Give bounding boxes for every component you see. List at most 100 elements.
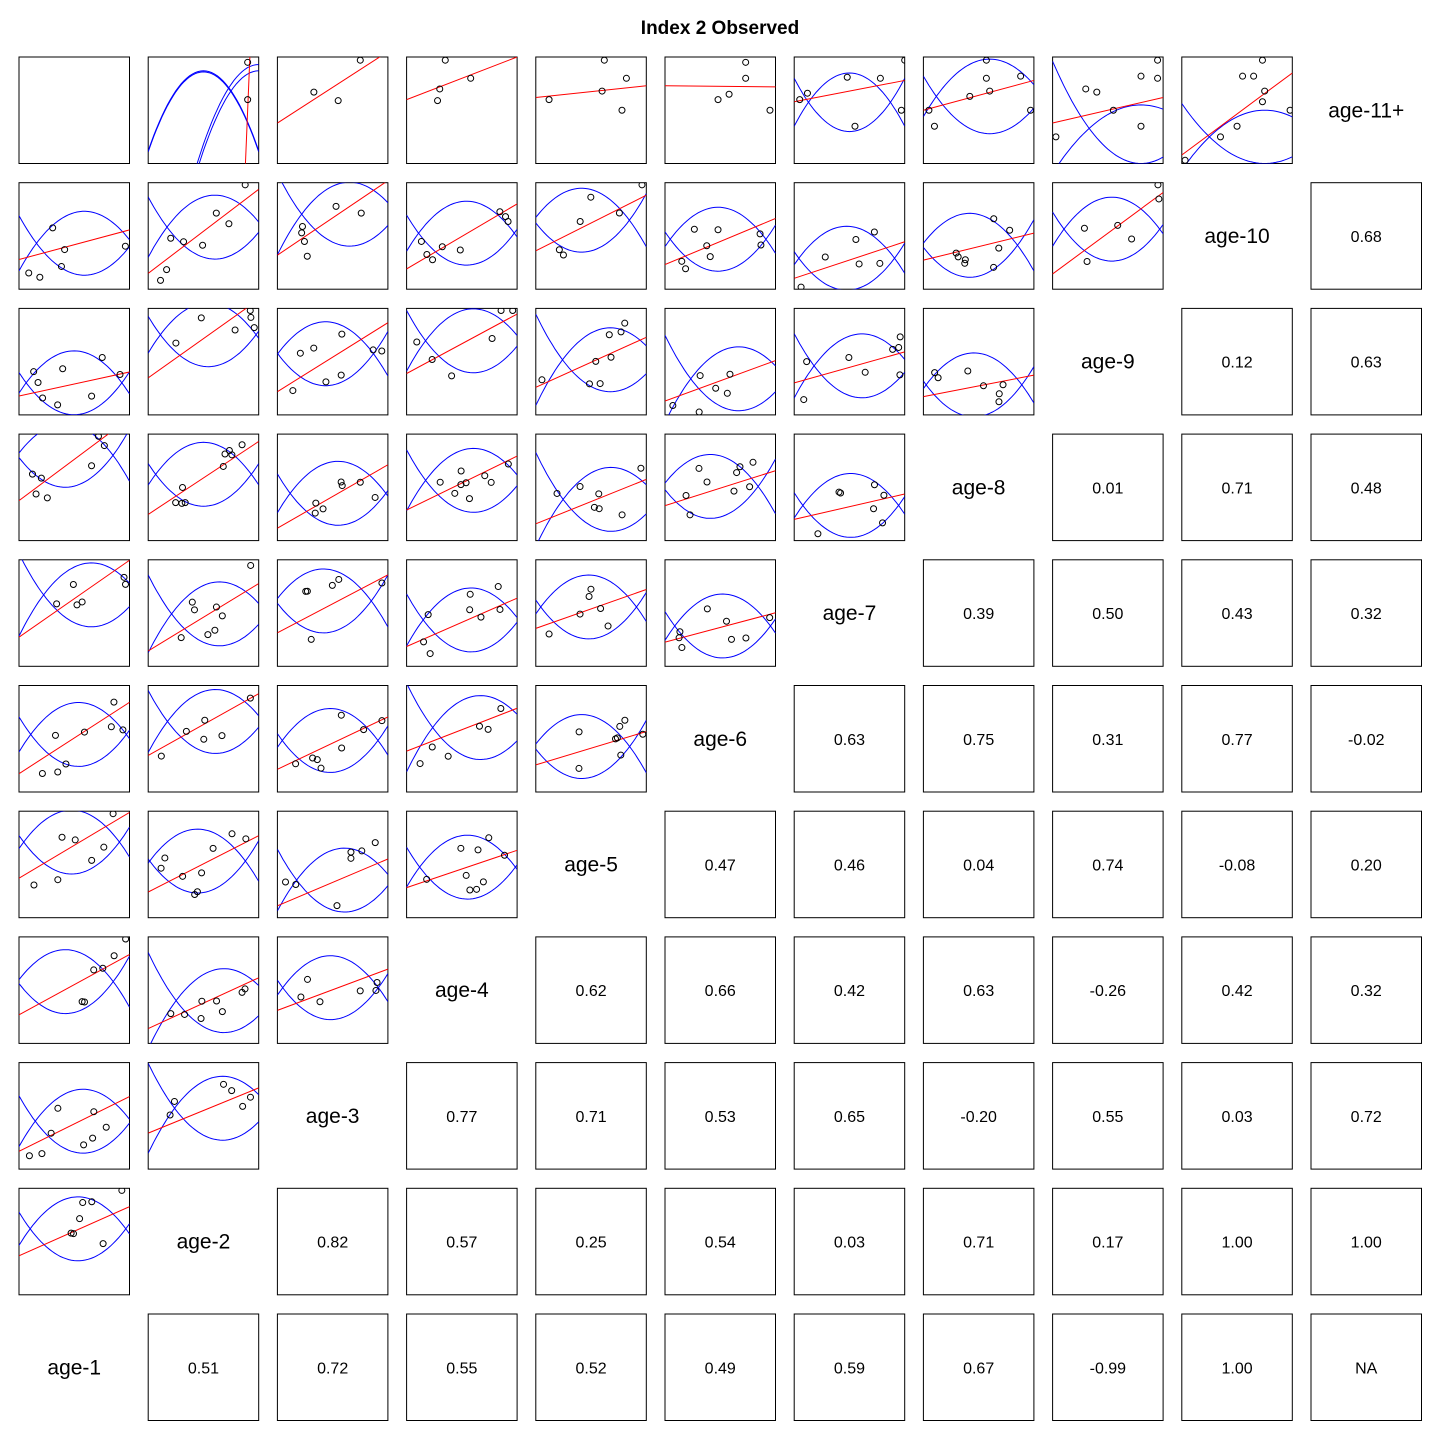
data-point — [966, 92, 974, 100]
data-point — [1154, 74, 1162, 82]
data-point — [509, 308, 517, 315]
data-point — [726, 370, 734, 378]
confidence-band — [665, 454, 776, 515]
data-point — [289, 387, 297, 395]
data-point — [337, 371, 345, 379]
confidence-band — [665, 206, 776, 254]
scatter-panel — [406, 182, 518, 290]
confidence-band — [1058, 104, 1164, 164]
scatter-frame — [664, 307, 776, 416]
correlation-value: 0.68 — [1351, 229, 1382, 246]
data-point — [30, 881, 38, 889]
data-point — [319, 505, 327, 513]
data-point — [110, 698, 118, 706]
data-point — [25, 269, 33, 277]
data-point — [756, 230, 764, 238]
data-point — [428, 743, 436, 751]
data-point — [870, 228, 878, 236]
data-point — [742, 58, 750, 66]
scatter-frame — [406, 182, 518, 290]
data-point — [934, 374, 942, 382]
diagonal-label: age-6 — [693, 728, 747, 751]
data-point — [1239, 72, 1247, 80]
data-point — [597, 604, 605, 612]
data-point — [736, 463, 744, 471]
scatter-panel — [793, 307, 906, 416]
correlation-panel — [406, 1187, 518, 1296]
data-point — [845, 354, 853, 362]
data-point — [90, 966, 98, 974]
data-point — [211, 626, 219, 634]
data-point — [712, 384, 720, 392]
scatter-panel — [664, 433, 776, 542]
data-point — [467, 74, 475, 82]
confidence-band — [148, 194, 259, 258]
data-point — [228, 1087, 236, 1095]
data-point — [338, 482, 346, 490]
scatter-frame — [406, 810, 518, 919]
confidence-band — [19, 955, 130, 1015]
data-point — [118, 1188, 126, 1194]
data-point — [32, 490, 40, 498]
scatter-panel — [793, 182, 906, 290]
scatter-frame — [406, 307, 518, 416]
confidence-band — [665, 350, 776, 376]
scatter-panel — [18, 810, 130, 919]
scatter-frame — [18, 1062, 130, 1170]
fit-line — [665, 360, 776, 402]
data-point — [357, 209, 365, 217]
fit-line — [923, 79, 1034, 111]
data-point — [218, 612, 226, 620]
data-point — [1258, 98, 1266, 106]
correlation-value: 0.32 — [1351, 983, 1382, 1000]
scatter-frame — [147, 433, 260, 542]
data-point — [61, 246, 69, 254]
data-point — [356, 478, 364, 486]
correlation-panel — [1052, 810, 1164, 919]
correlation-value: 0.59 — [834, 1360, 865, 1377]
data-point — [372, 986, 380, 994]
correlation-panel — [1052, 433, 1164, 542]
scatter-frame — [147, 936, 260, 1044]
data-point — [766, 106, 774, 114]
data-point — [316, 998, 324, 1006]
data-point — [167, 234, 175, 242]
data-point — [703, 478, 711, 486]
confidence-band — [923, 352, 1034, 404]
correlation-value: 0.49 — [705, 1360, 736, 1377]
scatter-panel — [18, 56, 130, 164]
data-point — [241, 182, 249, 189]
data-point — [733, 469, 741, 477]
data-point — [995, 390, 1003, 398]
scatter-panel — [18, 182, 130, 290]
data-point — [592, 357, 600, 365]
confidence-band — [794, 242, 905, 290]
data-point — [1082, 85, 1090, 93]
data-point — [239, 1102, 247, 1110]
data-point — [304, 975, 312, 983]
scatter-panel — [147, 56, 260, 164]
data-point — [36, 273, 44, 281]
data-point — [1137, 122, 1145, 130]
data-point — [1128, 235, 1136, 243]
confidence-band — [794, 333, 905, 399]
data-point — [198, 997, 206, 1005]
data-point — [502, 213, 510, 221]
fit-line — [665, 612, 776, 643]
data-point — [371, 493, 379, 501]
data-point — [814, 530, 822, 538]
correlation-panel — [535, 1187, 647, 1296]
correlation-panel — [1310, 433, 1422, 542]
scatter-panel — [406, 56, 518, 164]
correlation-value: 0.20 — [1351, 857, 1382, 874]
confidence-band — [19, 210, 130, 272]
correlation-value: 0.55 — [446, 1360, 477, 1377]
data-point — [1258, 57, 1266, 64]
scatter-panel — [535, 433, 647, 542]
data-point — [686, 511, 694, 519]
correlation-panel — [793, 685, 906, 793]
correlation-value: 0.42 — [834, 983, 865, 1000]
correlation-panel — [406, 1062, 518, 1170]
data-point — [669, 402, 677, 410]
data-point — [555, 246, 563, 254]
